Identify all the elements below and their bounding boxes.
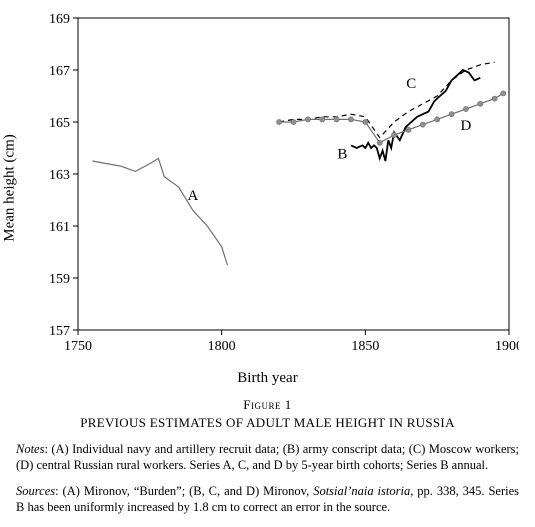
sources-prefix: : (A) Mironov, “Burden”; (B, C, and D) M… (55, 484, 313, 498)
notes-lead: Notes (16, 442, 44, 456)
series-D-marker (320, 117, 325, 122)
series-D-marker (435, 117, 440, 122)
series-label-B: B (337, 146, 347, 162)
y-tick-label: 163 (49, 168, 70, 183)
series-label-C: C (406, 76, 416, 92)
plot-frame (78, 18, 509, 330)
series-D-marker (305, 117, 310, 122)
series-D-marker (501, 91, 506, 96)
series-D-marker (291, 119, 296, 124)
x-tick-label: 1750 (64, 339, 92, 354)
figure-title: PREVIOUS ESTIMATES OF ADULT MALE HEIGHT … (16, 415, 519, 431)
series-D-marker (348, 117, 353, 122)
series-D-marker (478, 101, 483, 106)
sources-lead: Sources (16, 484, 55, 498)
series-D-marker (463, 106, 468, 111)
series-D-marker (391, 132, 396, 137)
x-tick-label: 1900 (495, 339, 519, 354)
chart-area: Mean height (cm) 15715916116316516716917… (16, 8, 519, 368)
figure-container: Mean height (cm) 157 159 161 163 165 167 169 17… (0, 0, 535, 527)
y-tick-label: 157 (49, 324, 70, 339)
y-tick-label: 169 (49, 12, 70, 27)
series-D-marker (277, 119, 282, 124)
series-D-marker (449, 112, 454, 117)
x-tick-label: 1850 (351, 339, 379, 354)
y-tick-label: 165 (49, 116, 70, 131)
series-label-A: A (188, 188, 199, 204)
line-chart: 157 159 161 163 165 167 169 1750 1800 1850 1900 A B C… (16, 8, 519, 368)
figure-notes: Notes: (A) Individual navy and artillery… (16, 441, 519, 473)
y-tick-label: 161 (49, 220, 70, 235)
sources-italic: Sotsial’naia istoria (313, 484, 410, 498)
series-label-D: D (460, 118, 471, 134)
figure-caption: Figure 1 PREVIOUS ESTIMATES OF ADULT MAL… (16, 397, 519, 431)
series-D-marker (406, 127, 411, 132)
series-D-marker (377, 140, 382, 145)
series-D-marker (363, 119, 368, 124)
series-D-marker (334, 117, 339, 122)
y-tick-label: 159 (49, 272, 70, 287)
x-tick-label: 1800 (208, 339, 236, 354)
series-A (92, 158, 227, 265)
figure-sources: Sources: (A) Mironov, “Burden”; (B, C, a… (16, 483, 519, 515)
series-D-marker (492, 96, 497, 101)
x-axis-label: Birth year (16, 370, 519, 387)
y-axis-label: Mean height (cm) (2, 134, 19, 241)
y-tick-label: 167 (49, 64, 70, 79)
series-D-marker (420, 122, 425, 127)
figure-number: Figure 1 (16, 397, 519, 413)
notes-body: : (A) Individual navy and artillery recr… (16, 442, 519, 472)
